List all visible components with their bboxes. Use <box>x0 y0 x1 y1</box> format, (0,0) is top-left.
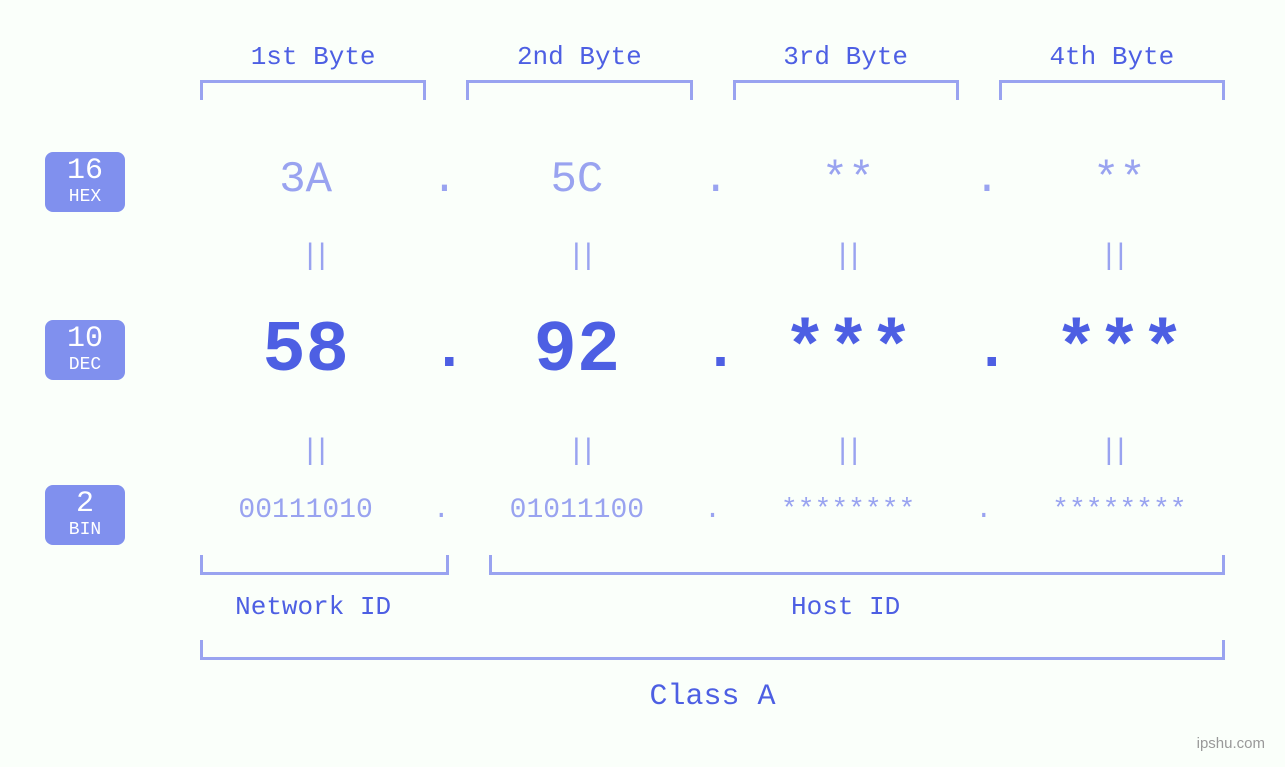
eq-1-3: || <box>713 240 979 274</box>
hex-byte-3: ** <box>723 155 974 205</box>
hex-row: 3A . 5C . ** . ** <box>180 155 1245 205</box>
network-bracket <box>200 555 449 575</box>
host-id-label: Host ID <box>446 592 1245 622</box>
bin-dot-2: . <box>703 495 723 526</box>
byte-header-3: 3rd Byte <box>713 42 979 72</box>
host-bracket <box>489 555 1225 575</box>
hex-dot-3: . <box>974 155 994 205</box>
badge-dec: 10 DEC <box>45 320 125 380</box>
hex-dot-2: . <box>703 155 723 205</box>
eq-2-1: || <box>180 435 446 469</box>
dec-dot-2: . <box>703 317 723 385</box>
dec-byte-2: 92 <box>451 310 702 392</box>
bin-byte-3: ******** <box>723 495 974 526</box>
badge-hex-num: 16 <box>45 156 125 186</box>
top-bracket-1 <box>200 80 426 100</box>
bin-byte-1: 00111010 <box>180 495 431 526</box>
top-bracket-4 <box>999 80 1225 100</box>
dec-byte-3: *** <box>723 310 974 392</box>
dec-byte-1: 58 <box>180 310 431 392</box>
top-bracket-2 <box>466 80 692 100</box>
class-label: Class A <box>180 680 1245 714</box>
network-id-label: Network ID <box>180 592 446 622</box>
dec-dot-3: . <box>974 317 994 385</box>
top-brackets <box>180 80 1245 100</box>
bin-dot-3: . <box>974 495 994 526</box>
net-host-labels: Network ID Host ID <box>180 592 1245 622</box>
dec-row: 58 . 92 . *** . *** <box>180 310 1245 392</box>
badge-dec-txt: DEC <box>45 356 125 374</box>
badge-bin-num: 2 <box>45 489 125 519</box>
class-bracket <box>200 640 1225 660</box>
eq-row-1: || || || || <box>180 240 1245 274</box>
hex-byte-4: ** <box>994 155 1245 205</box>
dec-byte-4: *** <box>994 310 1245 392</box>
badge-bin-txt: BIN <box>45 521 125 539</box>
badge-hex-txt: HEX <box>45 188 125 206</box>
bin-dot-1: . <box>431 495 451 526</box>
eq-1-4: || <box>979 240 1245 274</box>
dec-dot-1: . <box>431 317 451 385</box>
eq-1-1: || <box>180 240 446 274</box>
bin-row: 00111010 . 01011100 . ******** . *******… <box>180 495 1245 526</box>
byte-headers-row: 1st Byte 2nd Byte 3rd Byte 4th Byte <box>180 42 1245 72</box>
eq-2-3: || <box>713 435 979 469</box>
bin-byte-4: ******** <box>994 495 1245 526</box>
bin-byte-2: 01011100 <box>451 495 702 526</box>
net-host-brackets <box>180 555 1245 575</box>
hex-byte-2: 5C <box>451 155 702 205</box>
byte-header-1: 1st Byte <box>180 42 446 72</box>
byte-header-2: 2nd Byte <box>446 42 712 72</box>
watermark: ipshu.com <box>1197 735 1265 752</box>
top-bracket-3 <box>733 80 959 100</box>
byte-header-4: 4th Byte <box>979 42 1245 72</box>
eq-1-2: || <box>446 240 712 274</box>
eq-2-4: || <box>979 435 1245 469</box>
badge-bin: 2 BIN <box>45 485 125 545</box>
hex-byte-1: 3A <box>180 155 431 205</box>
hex-dot-1: . <box>431 155 451 205</box>
eq-2-2: || <box>446 435 712 469</box>
eq-row-2: || || || || <box>180 435 1245 469</box>
badge-dec-num: 10 <box>45 324 125 354</box>
badge-hex: 16 HEX <box>45 152 125 212</box>
